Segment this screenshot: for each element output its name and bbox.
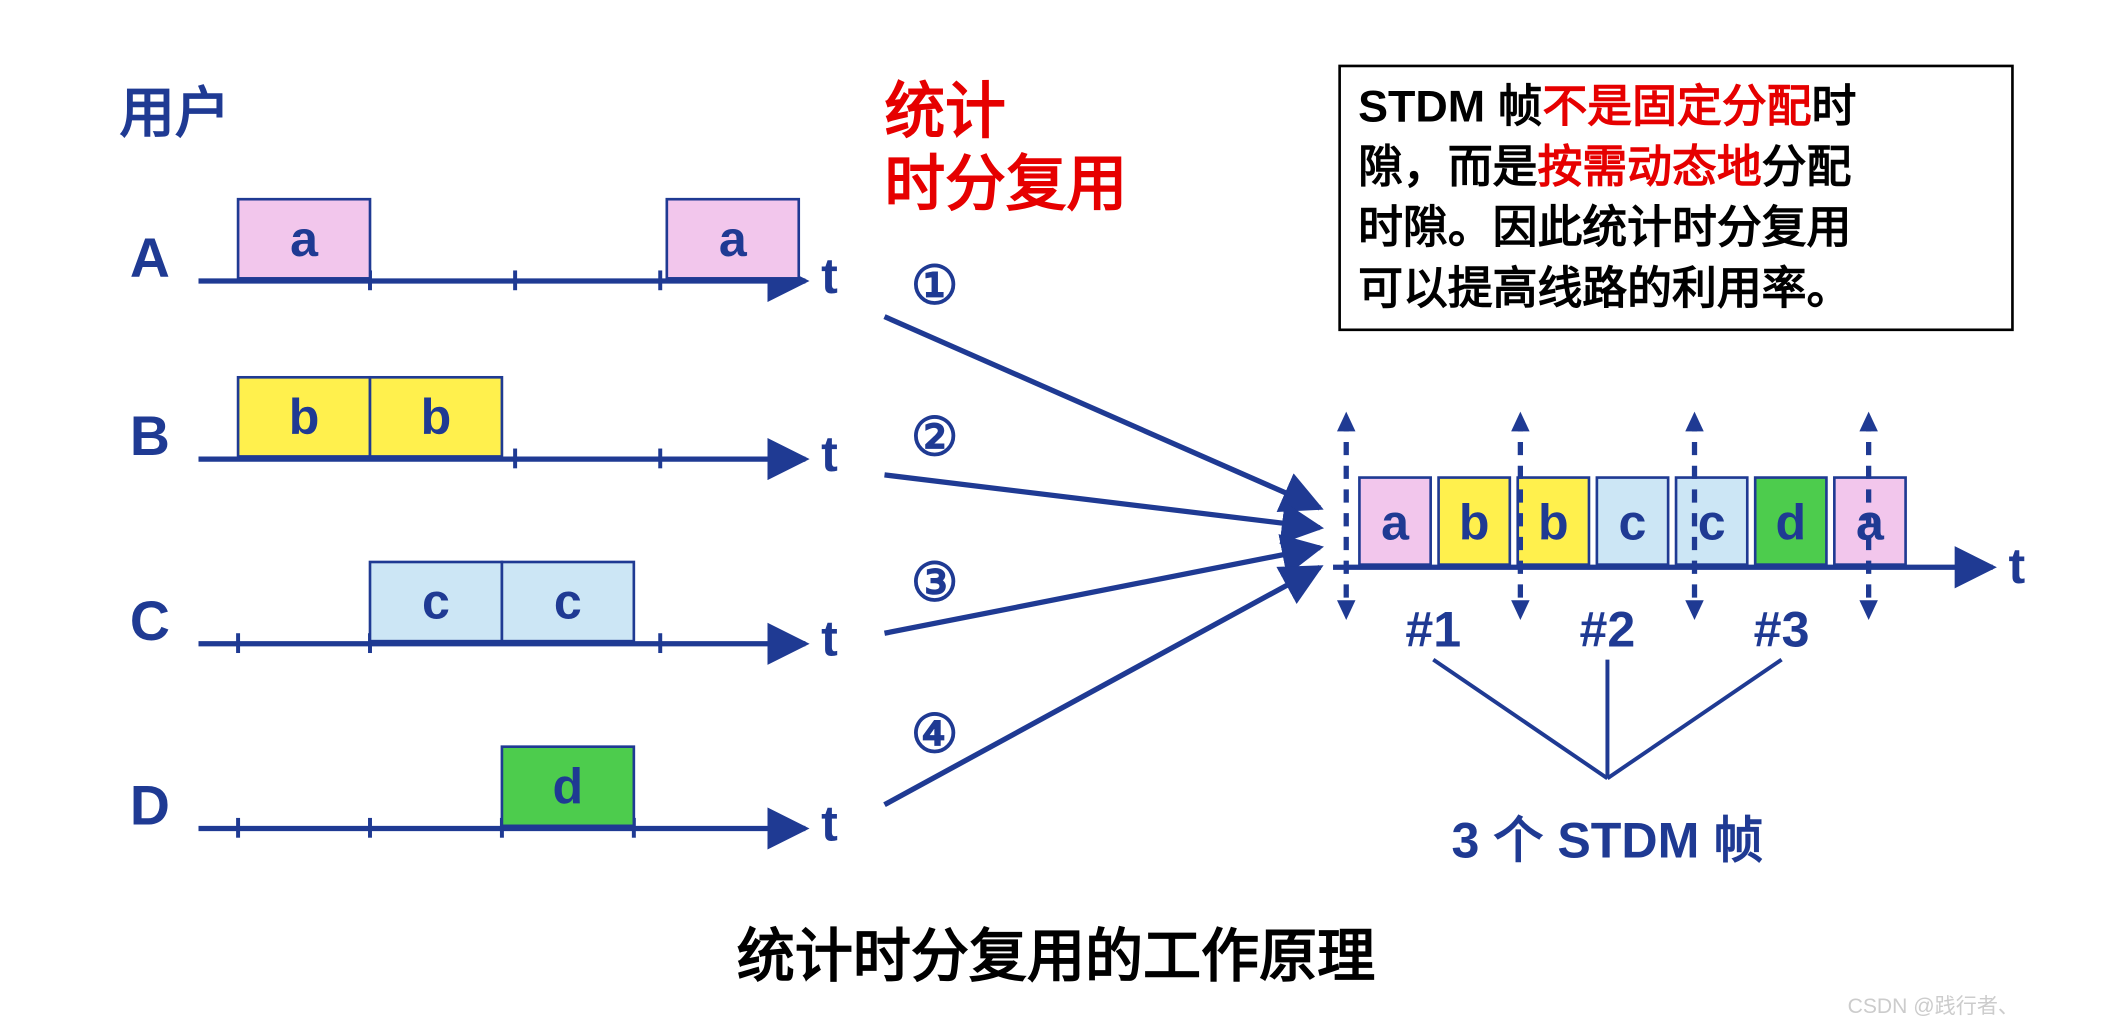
desc-line-2: 隙，而是按需动态地分配 [1358, 141, 1851, 192]
frame-label-1: #1 [1405, 601, 1461, 657]
out-slot-label-3: c [1619, 494, 1647, 550]
desc-line-1: STDM 帧不是固定分配时 [1358, 80, 1856, 131]
desc-line-3: 时隙。因此统计时分复用 [1358, 202, 1851, 253]
circled-2: ② [911, 408, 958, 467]
frame-label-3: #3 [1754, 601, 1810, 657]
out-slot-label-4: c [1698, 494, 1726, 550]
stat-title-1: 统计 [885, 77, 1006, 145]
out-slot-label-0: a [1381, 494, 1410, 550]
circled-3: ③ [911, 553, 958, 612]
t-label-B: t [821, 426, 838, 482]
bottom-caption: 统计时分复用的工作原理 [737, 924, 1375, 989]
circled-4: ④ [911, 705, 958, 764]
slot-label-C-0: c [422, 574, 450, 630]
out-slot-label-2: b [1538, 494, 1569, 550]
slot-label-A-1: a [719, 211, 748, 267]
t-label-D: t [821, 795, 838, 851]
users-heading: 用户 [119, 82, 230, 144]
user-label-C: C [130, 590, 170, 652]
stat-title-2: 时分复用 [885, 149, 1128, 217]
user-label-D: D [130, 775, 170, 837]
slot-label-B-0: b [289, 389, 320, 445]
slot-label-B-1: b [421, 389, 452, 445]
slot-label-D-0: d [553, 758, 584, 814]
out-slot-label-5: d [1775, 494, 1806, 550]
user-label-A: A [130, 227, 170, 289]
slot-label-C-1: c [554, 574, 582, 630]
out-slot-label-1: b [1459, 494, 1490, 550]
watermark: CSDN @践行者、 [1848, 994, 2019, 1018]
t-label-C: t [821, 611, 838, 667]
circled-1: ① [911, 256, 958, 315]
frame-label-2: #2 [1580, 601, 1636, 657]
t-label-A: t [821, 248, 838, 304]
slot-label-A-0: a [290, 211, 319, 267]
frames-caption: 3 个 STDM 帧 [1451, 813, 1763, 869]
desc-line-4: 可以提高线路的利用率。 [1358, 262, 1851, 313]
output-t: t [2008, 538, 2025, 594]
user-label-B: B [130, 405, 170, 467]
